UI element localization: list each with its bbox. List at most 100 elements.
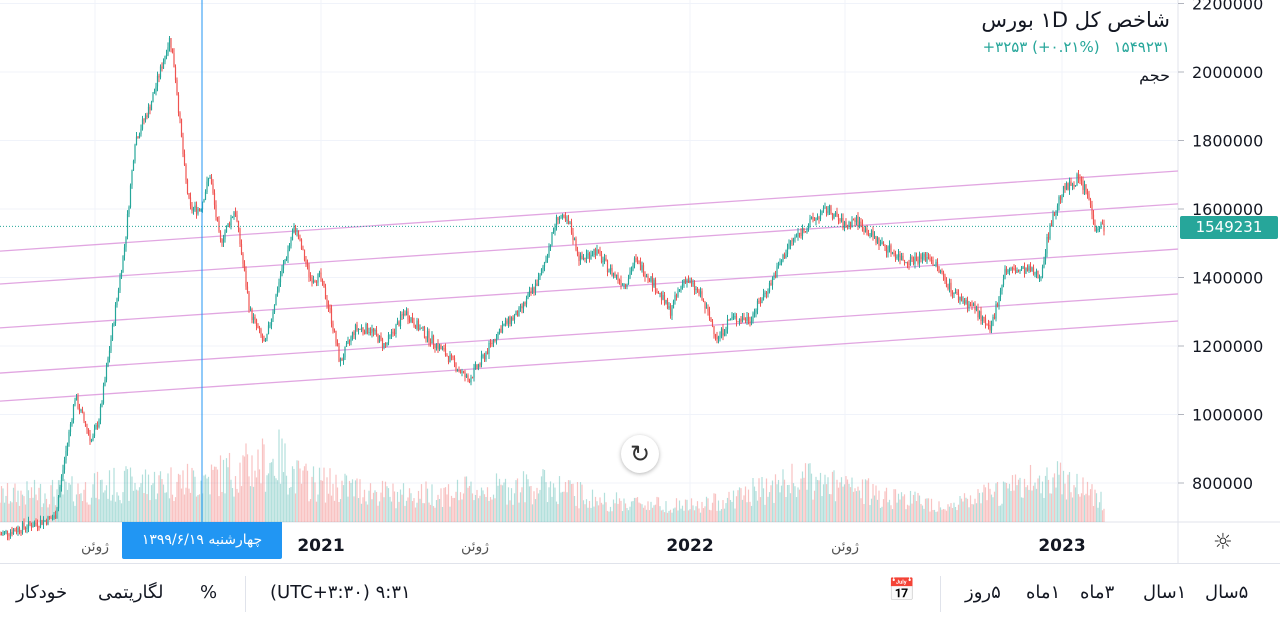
candle-body xyxy=(152,93,154,103)
volume-bar xyxy=(212,469,214,522)
volume-bar xyxy=(945,510,948,522)
candle-body xyxy=(867,234,870,236)
candle-body xyxy=(12,529,15,535)
y-tick-label: 2000000 xyxy=(1192,63,1263,82)
volume-bar xyxy=(630,501,633,522)
candle-body xyxy=(668,306,670,309)
volume-bar xyxy=(998,505,1000,522)
candle-body xyxy=(342,357,345,361)
range-5y[interactable]: ۵سال xyxy=(1205,582,1249,603)
candle-body xyxy=(441,348,444,350)
range-1m[interactable]: ۱ماه xyxy=(1026,582,1061,603)
candle-body xyxy=(231,216,234,218)
candle-body xyxy=(905,262,907,264)
candle-body xyxy=(666,299,669,309)
range-3m[interactable]: ۳ماه xyxy=(1080,582,1115,603)
goto-date-icon[interactable]: 📅 xyxy=(888,578,916,603)
candle-body xyxy=(750,321,753,323)
volume-bar xyxy=(420,484,423,522)
timezone-button[interactable]: (UTC+۳:۳۰) ۹:۳۱ xyxy=(270,582,411,603)
volume-bar xyxy=(42,503,45,522)
candle-body xyxy=(770,282,772,286)
channel-lines xyxy=(0,170,1179,402)
volume-bar xyxy=(455,491,457,522)
volume-bar xyxy=(1023,478,1026,522)
volume-bar xyxy=(261,438,264,522)
channel-line xyxy=(0,170,1179,252)
candle-body xyxy=(62,469,64,477)
legend: شاخص کل ۱D بورس +۳۲۵۳ (+۰.۲۱%) ۱۵۴۹۲۳۱ حج… xyxy=(969,8,1170,85)
candle-body xyxy=(557,217,559,221)
candle-body xyxy=(563,214,565,217)
percent-scale-button[interactable]: % xyxy=(200,582,218,603)
candle-body xyxy=(564,216,567,221)
volume-bar xyxy=(353,496,355,522)
price-chart[interactable]: 2200000200000018000001600000140000012000… xyxy=(0,0,1280,563)
volume-bar xyxy=(714,493,717,522)
candle-body xyxy=(1025,267,1027,274)
candle-body xyxy=(435,343,438,349)
volume-bar xyxy=(308,501,310,522)
candle-body xyxy=(854,220,856,223)
y-tick-label: 1200000 xyxy=(1192,337,1263,356)
volume-bar xyxy=(483,494,486,522)
candle-body xyxy=(833,213,835,219)
candle-body xyxy=(177,95,180,113)
candle-body xyxy=(699,291,702,295)
candle-body xyxy=(476,364,478,369)
volume-bar xyxy=(581,484,583,522)
candle-body xyxy=(1056,205,1059,212)
volume-bar xyxy=(449,506,451,522)
volume-bar xyxy=(173,501,175,522)
candle-body xyxy=(168,38,171,48)
candle-body xyxy=(150,102,153,111)
volume-bar xyxy=(41,507,43,522)
candle-body xyxy=(405,311,408,315)
candle-body xyxy=(665,299,667,304)
settings-icon[interactable]: ☼ xyxy=(1213,530,1233,555)
volume-bar xyxy=(302,470,304,522)
volume-bar xyxy=(752,477,754,522)
candle-body xyxy=(375,329,378,335)
candle-body xyxy=(539,274,541,277)
candle-body xyxy=(648,278,651,282)
volume-bar xyxy=(992,497,994,522)
candle-body xyxy=(122,255,124,273)
candle-body xyxy=(501,325,504,333)
volume-bar xyxy=(542,469,544,522)
volume-bar xyxy=(411,501,414,522)
candle-body xyxy=(488,342,490,354)
candle-body xyxy=(656,291,658,293)
candle-body xyxy=(498,328,501,332)
volume-bar xyxy=(368,490,370,522)
volume-bar xyxy=(327,493,330,522)
range-5d[interactable]: ۵روز xyxy=(965,582,1001,603)
candle-body xyxy=(953,292,955,295)
candle-body xyxy=(261,335,264,341)
candle-body xyxy=(675,295,678,297)
candle-body xyxy=(611,267,613,276)
candle-body xyxy=(492,339,495,344)
log-scale-button[interactable]: لگاریتمی xyxy=(98,582,164,603)
volume-bar xyxy=(119,500,121,522)
candle-body xyxy=(89,433,91,441)
price-change: +۳۲۵۳ (+۰.۲۱%) xyxy=(982,38,1100,56)
volume-bar xyxy=(881,506,883,522)
volume-bar xyxy=(1095,493,1098,522)
volume-bar xyxy=(146,494,148,522)
volume-bar xyxy=(1037,478,1039,522)
candle-body xyxy=(408,319,411,322)
volume-bar xyxy=(158,475,160,522)
volume-bar xyxy=(689,509,691,522)
candle-body xyxy=(357,328,360,330)
range-1y[interactable]: ۱سال xyxy=(1143,582,1187,603)
candle-body xyxy=(192,208,195,211)
candle-body xyxy=(515,310,517,316)
volume-bar xyxy=(516,478,519,522)
candle-body xyxy=(704,301,706,309)
candle-body xyxy=(48,516,51,518)
volume-bar xyxy=(644,505,646,522)
reset-chart-button[interactable]: ↻ xyxy=(621,435,659,473)
volume-bar xyxy=(747,489,750,522)
auto-scale-button[interactable]: خودکار xyxy=(16,582,68,603)
